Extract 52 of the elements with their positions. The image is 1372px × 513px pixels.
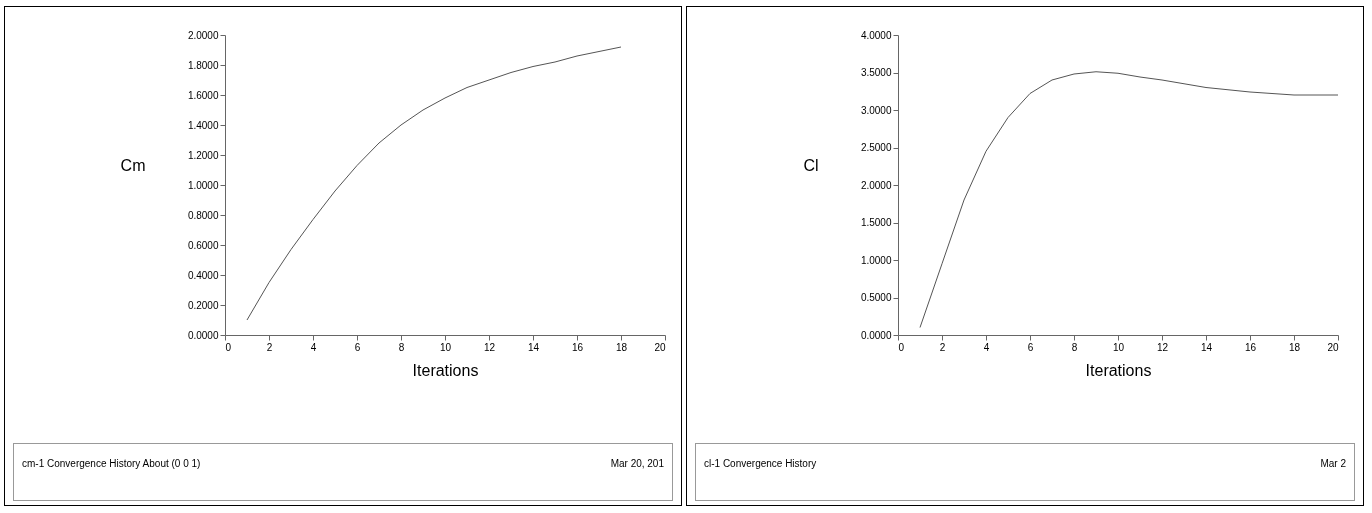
y-tick-label: 2.0000 [860, 179, 892, 191]
x-tick-label: 12 [1156, 341, 1169, 353]
y-tick-label: 1.8000 [187, 59, 219, 71]
text: Mar 2 [1320, 458, 1346, 471]
y-tick-label: 1.6000 [187, 89, 219, 101]
y-tick-label: 0.0000 [860, 329, 892, 341]
y-tick-label: 2.5000 [860, 142, 892, 153]
y-tick-label: 3.0000 [860, 104, 892, 116]
text: cl-1 Convergence History [704, 458, 817, 471]
x-tick-label: 6 [354, 341, 361, 353]
x-tick-label: 0 [225, 341, 232, 353]
x-tick-label: 2 [266, 341, 273, 353]
y-tick-label: 0.6000 [187, 239, 219, 251]
y-tick-label: 0.0000 [187, 329, 219, 341]
x-tick-label: 8 [1071, 341, 1078, 353]
x-tick-label: 0 [898, 341, 905, 353]
x-tick-label: 12 [483, 341, 496, 353]
x-axis-title: Iterations [412, 361, 479, 379]
x-tick-label: 18 [1288, 341, 1301, 353]
x-tick-label: 6 [1027, 341, 1034, 353]
x-tick-label: 4 [983, 341, 990, 353]
line-series [246, 46, 622, 321]
y-tick-label: 0.4000 [187, 269, 219, 281]
x-tick-label: 20 [1327, 341, 1339, 353]
x-tick-label: 4 [310, 341, 317, 353]
text: Mar 20, 201 [610, 458, 664, 471]
x-tick-label: 16 [1244, 341, 1257, 353]
line-series [919, 71, 1339, 328]
y-tick-label: 0.2000 [187, 299, 219, 311]
x-tick-label: 20 [654, 341, 666, 353]
y-axis-title: Cl [803, 156, 819, 174]
x-tick-label: 10 [1112, 341, 1125, 353]
y-tick-label: 4.0000 [860, 29, 892, 41]
y-tick-label: 1.4000 [187, 119, 219, 131]
x-axis-title: Iterations [1085, 361, 1152, 379]
y-tick-label: 1.5000 [860, 217, 892, 228]
y-tick-label: 1.0000 [860, 254, 892, 266]
x-tick-label: 8 [398, 341, 405, 353]
x-tick-label: 18 [615, 341, 628, 353]
text: cm-1 Convergence History About (0 0 1) [22, 458, 201, 471]
x-tick-label: 14 [527, 341, 540, 353]
y-tick-label: 1.0000 [187, 179, 219, 191]
y-axis-title: Cm [120, 156, 146, 174]
x-tick-label: 16 [571, 341, 584, 353]
x-tick-label: 2 [939, 341, 946, 353]
x-tick-label: 10 [439, 341, 452, 353]
y-tick-label: 3.5000 [860, 67, 892, 78]
y-tick-label: 0.5000 [860, 292, 892, 303]
x-tick-label: 14 [1200, 341, 1213, 353]
y-tick-label: 1.2000 [187, 149, 219, 161]
y-tick-label: 2.0000 [187, 29, 219, 41]
y-tick-label: 0.8000 [187, 209, 219, 221]
